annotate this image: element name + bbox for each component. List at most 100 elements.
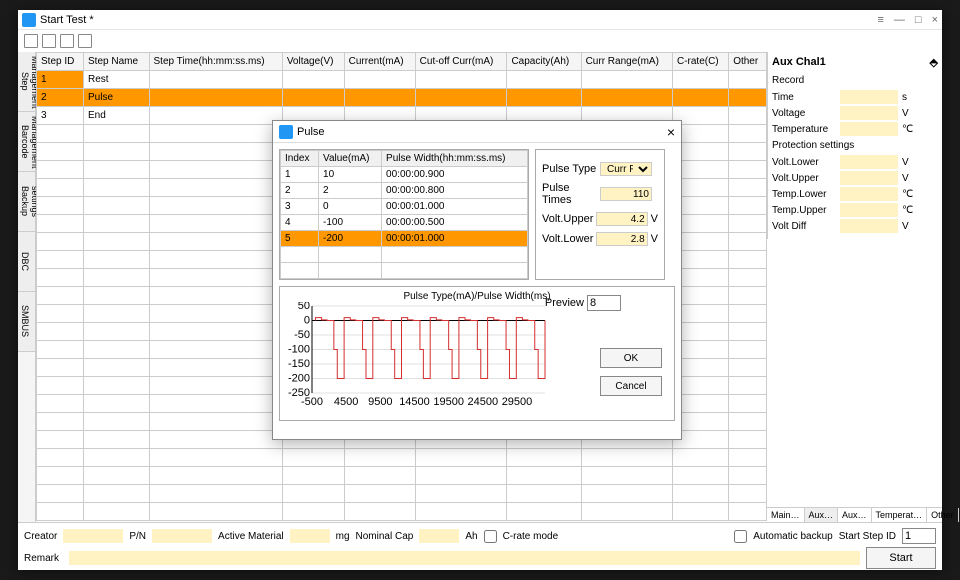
aux-input[interactable] [840, 203, 898, 217]
svg-text:14500: 14500 [399, 396, 430, 407]
crate-checkbox[interactable] [484, 530, 497, 543]
pulse-type-label: Pulse Type [542, 163, 600, 175]
svg-text:0: 0 [304, 315, 310, 327]
aux-tab[interactable]: Other [927, 508, 959, 522]
remark-label: Remark [24, 553, 59, 564]
col-header: C-rate(C) [672, 53, 728, 71]
aux-input[interactable] [840, 122, 898, 136]
vtab-3[interactable]: DBC [18, 232, 35, 292]
active-material-input[interactable] [290, 529, 330, 543]
saveas-icon[interactable] [78, 34, 92, 48]
bottom-bar: Creator P/N Active Material mg Nominal C… [18, 522, 942, 570]
save-icon[interactable] [60, 34, 74, 48]
open-icon[interactable] [42, 34, 56, 48]
dialog-icon [279, 125, 293, 139]
maximize-icon[interactable]: □ [915, 14, 922, 26]
menu-icon[interactable]: ≡ [877, 14, 883, 26]
volt-upper-input[interactable] [596, 212, 648, 226]
aux-panel: Aux Chal1⬘ Record TimesVoltageVTemperatu… [767, 52, 942, 239]
col-header: Curr Range(mA) [581, 53, 672, 71]
volt-lower-label: Volt.Lower [542, 233, 596, 245]
titlebar: Start Test * ≡ — □ × [18, 10, 942, 30]
ok-button[interactable]: OK [600, 348, 662, 368]
svg-text:24500: 24500 [468, 396, 499, 407]
protection-label: Protection settings [772, 140, 938, 151]
start-button[interactable]: Start [866, 547, 936, 569]
pulse-type-select[interactable]: Curr Pulse [600, 162, 652, 176]
start-step-label: Start Step ID [839, 531, 896, 542]
creator-input[interactable] [63, 529, 123, 543]
pulse-row[interactable]: 2200:00:00.800 [281, 183, 528, 199]
svg-text:-150: -150 [288, 358, 310, 370]
pulse-row[interactable] [281, 263, 528, 279]
dialog-close-icon[interactable]: × [667, 124, 675, 140]
svg-text:-50: -50 [294, 329, 310, 341]
table-row[interactable] [37, 503, 767, 521]
col-header: Voltage(V) [282, 53, 344, 71]
mg-unit: mg [336, 531, 350, 542]
pn-label: P/N [129, 531, 146, 542]
col-header: Step ID [37, 53, 84, 71]
crate-label: C-rate mode [503, 531, 559, 542]
nominal-cap-input[interactable] [419, 529, 459, 543]
remark-input[interactable] [69, 551, 860, 565]
close-icon[interactable]: × [932, 14, 938, 26]
svg-text:29500: 29500 [502, 396, 533, 407]
col-header: Current(mA) [344, 53, 415, 71]
auto-backup-checkbox[interactable] [734, 530, 747, 543]
col-header: Step Name [84, 53, 150, 71]
table-row[interactable]: 1Rest [37, 71, 767, 89]
pulse-row[interactable]: 11000:00:00.900 [281, 167, 528, 183]
record-label: Record [772, 75, 938, 86]
vtab-4[interactable]: SMBUS [18, 292, 35, 352]
minimize-icon[interactable]: — [894, 14, 905, 26]
table-row[interactable] [37, 467, 767, 485]
table-row[interactable]: 2Pulse [37, 89, 767, 107]
new-icon[interactable] [24, 34, 38, 48]
vtab-1[interactable]: Barcode Management [18, 112, 35, 172]
aux-input[interactable] [840, 187, 898, 201]
pulse-row[interactable]: 4-10000:00:00.500 [281, 215, 528, 231]
pulse-chart: Pulse Type(mA)/Pulse Width(ms) 50 0 -50 -10… [279, 286, 675, 421]
svg-text:4500: 4500 [334, 396, 358, 407]
svg-text:19500: 19500 [433, 396, 464, 407]
pulse-dialog: Pulse × IndexValue(mA)Pulse Width(hh:mm:… [272, 120, 682, 440]
pulse-times-label: Pulse Times [542, 182, 600, 206]
active-material-label: Active Material [218, 531, 284, 542]
cancel-button[interactable]: Cancel [600, 376, 662, 396]
pulse-row[interactable]: 3000:00:01.000 [281, 199, 528, 215]
aux-input[interactable] [840, 90, 898, 104]
svg-text:-100: -100 [288, 344, 310, 356]
svg-text:50: 50 [298, 302, 310, 312]
window-title: Start Test * [40, 14, 877, 26]
aux-tab[interactable]: Aux… [838, 508, 872, 522]
vertical-tabs: Step ManagementBarcode ManagementBackup … [18, 52, 36, 522]
aux-input[interactable] [840, 219, 898, 233]
col-header: Cut-off Curr(mA) [415, 53, 507, 71]
aux-tab[interactable]: Main… [767, 508, 805, 522]
pulse-table[interactable]: IndexValue(mA)Pulse Width(hh:mm:ss.ms)11… [280, 150, 528, 279]
app-icon [22, 13, 36, 27]
aux-input[interactable] [840, 155, 898, 169]
pulse-row[interactable] [281, 247, 528, 263]
svg-text:-200: -200 [288, 373, 310, 385]
volt-lower-input[interactable] [596, 232, 648, 246]
pn-input[interactable] [152, 529, 212, 543]
chart-title: Pulse Type(mA)/Pulse Width(ms) [284, 291, 670, 302]
vtab-2[interactable]: Backup settings [18, 172, 35, 232]
start-step-spinner[interactable]: 1 [902, 528, 936, 544]
pin-icon[interactable]: ⬘ [930, 56, 938, 69]
col-header: Capacity(Ah) [507, 53, 581, 71]
aux-tabs: Main…Aux…Aux…Temperat…Other [767, 507, 942, 522]
pulse-times-input[interactable] [600, 187, 652, 201]
aux-input[interactable] [840, 106, 898, 120]
aux-title: Aux Chal1 [772, 56, 826, 69]
aux-tab[interactable]: Temperat… [872, 508, 928, 522]
pulse-row[interactable]: 5-20000:00:01.000 [281, 231, 528, 247]
toolbar [18, 30, 942, 52]
table-row[interactable] [37, 485, 767, 503]
table-row[interactable] [37, 449, 767, 467]
aux-input[interactable] [840, 171, 898, 185]
aux-tab[interactable]: Aux… [805, 508, 839, 522]
vtab-0[interactable]: Step Management [18, 52, 35, 112]
